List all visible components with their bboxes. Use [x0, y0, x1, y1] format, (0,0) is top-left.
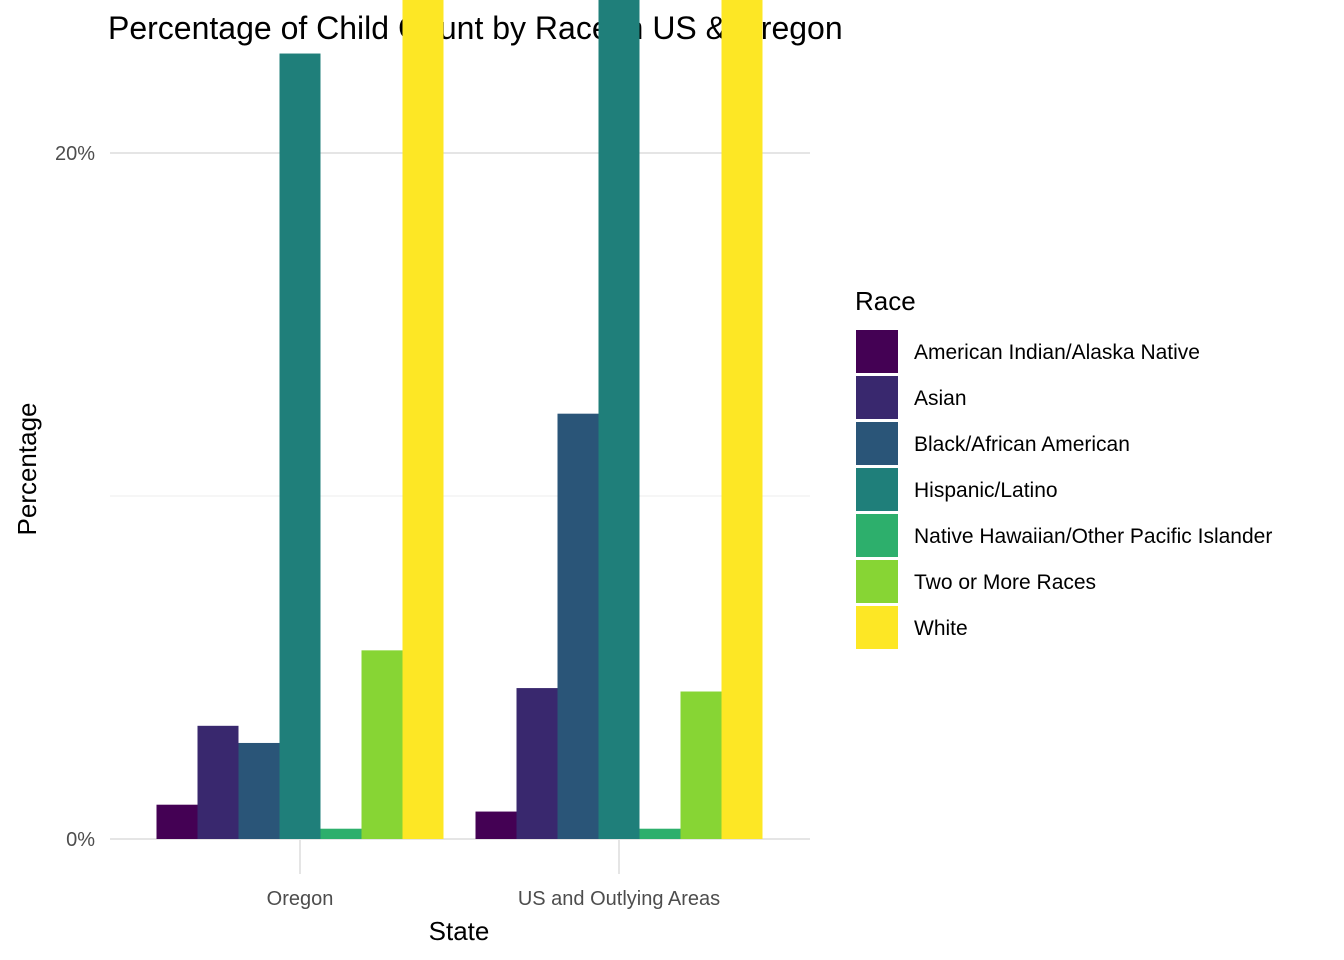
legend-item: Hispanic/Latino	[856, 468, 1058, 511]
y-tick-label: 0%	[66, 829, 95, 851]
bar	[320, 828, 362, 839]
legend-items: American Indian/Alaska Native Asian Black/…	[856, 330, 1272, 649]
x-axis-title: State	[429, 916, 490, 946]
x-axis-ticks: Oregon US and Outlying Areas	[267, 888, 721, 910]
bar	[361, 650, 403, 839]
legend-label: White	[914, 617, 968, 640]
bar	[475, 811, 517, 839]
bar	[516, 688, 558, 839]
chart-title: Percentage of Child Count by Race in US …	[108, 10, 843, 46]
y-tick-label: 20%	[55, 143, 95, 165]
legend: Race American Indian/Alaska Native Asian B…	[855, 286, 1272, 649]
legend-label: Two or More Races	[914, 571, 1096, 594]
bar	[156, 804, 198, 839]
legend-item: Asian	[856, 376, 967, 419]
legend-item: White	[856, 606, 968, 649]
bar	[402, 0, 444, 839]
legend-label: Hispanic/Latino	[914, 479, 1058, 502]
legend-key	[856, 560, 898, 603]
legend-key	[856, 330, 898, 373]
legend-label: Native Hawaiian/Other Pacific Islander	[914, 525, 1272, 548]
legend-item: Two or More Races	[856, 560, 1096, 603]
bar	[557, 413, 599, 839]
legend-label: Black/African American	[914, 433, 1130, 456]
bar	[279, 53, 321, 839]
legend-key	[856, 606, 898, 649]
bar	[639, 828, 681, 839]
x-tick-label: US and Outlying Areas	[518, 888, 720, 910]
legend-label: Asian	[914, 387, 967, 410]
legend-item: Black/African American	[856, 422, 1130, 465]
bar	[721, 0, 763, 839]
legend-title: Race	[855, 286, 916, 316]
bar	[238, 742, 280, 839]
legend-key	[856, 376, 898, 419]
legend-item: Native Hawaiian/Other Pacific Islander	[856, 514, 1272, 557]
legend-label: American Indian/Alaska Native	[914, 341, 1200, 364]
legend-key	[856, 422, 898, 465]
y-axis-ticks: 0%20%40%60%	[55, 143, 95, 851]
bars	[156, 0, 763, 839]
legend-item: American Indian/Alaska Native	[856, 330, 1200, 373]
bar	[598, 0, 640, 839]
legend-key	[856, 514, 898, 557]
x-tick-label: Oregon	[267, 888, 334, 910]
y-axis-title: Percentage	[12, 403, 42, 536]
bar	[680, 691, 722, 839]
bar	[197, 725, 239, 839]
legend-key	[856, 468, 898, 511]
